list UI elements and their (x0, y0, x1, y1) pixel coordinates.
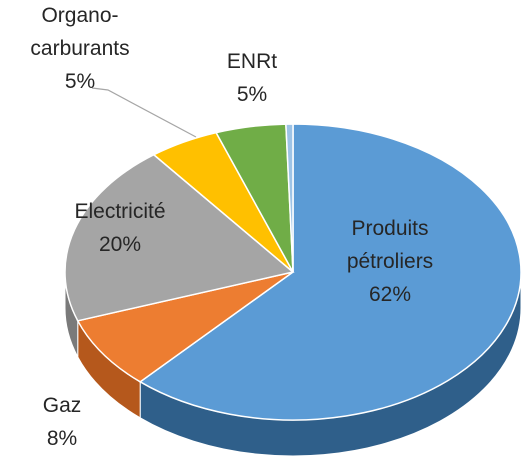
label-line: Organo- (41, 4, 118, 27)
label-line: Produits (351, 217, 428, 240)
slice (64, 153, 295, 322)
value-label: 62% (369, 283, 411, 306)
label-line: ENRt (227, 50, 277, 73)
slice (76, 271, 294, 383)
label-line: Gaz (43, 394, 82, 417)
slice-label: Gaz (43, 394, 82, 417)
slice-label: Electricité (74, 200, 165, 223)
value-label: 5% (65, 70, 95, 93)
value-label: 8% (47, 427, 77, 450)
leader-line (91, 87, 197, 138)
slice (285, 123, 294, 273)
label-line: pétroliers (347, 250, 433, 273)
slice-label: ENRt (227, 50, 277, 73)
label-line: Electricité (74, 200, 165, 223)
slice-label: Produits pétroliers (347, 217, 433, 273)
label-line: carburants (30, 37, 129, 60)
value-label: 20% (99, 233, 141, 256)
slice-label: Organo-carburants (30, 4, 129, 60)
slice (138, 123, 522, 421)
value-label: 5% (237, 83, 267, 106)
